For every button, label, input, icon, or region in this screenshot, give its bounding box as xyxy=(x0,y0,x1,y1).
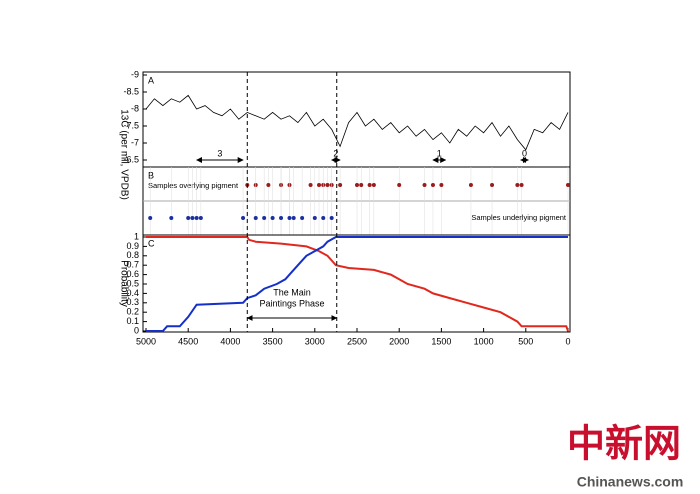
sample-dot xyxy=(329,216,334,220)
x-tick-label: 4500 xyxy=(178,336,198,346)
sample-dot xyxy=(317,183,322,187)
sample-dot xyxy=(422,183,427,187)
sample-dot xyxy=(490,183,495,187)
sample-dot xyxy=(359,183,364,187)
y-tick-label: -6.5 xyxy=(123,154,139,164)
sample-dot xyxy=(190,216,195,220)
x-tick-label: 3500 xyxy=(263,336,283,346)
sample-dot xyxy=(266,183,271,187)
sample-dot xyxy=(194,216,199,220)
sample-dot xyxy=(439,183,444,187)
phase-label: 0 xyxy=(522,148,527,158)
panel-frame xyxy=(142,71,571,168)
phase-label: 3 xyxy=(217,148,222,158)
x-tick-label: 2500 xyxy=(347,336,367,346)
y-axis-title: 13C (per mil, VPDB) xyxy=(118,109,129,200)
watermark-site: Chinanews.com xyxy=(577,474,684,490)
sample-dot xyxy=(253,216,258,220)
y-tick-label: 0.4 xyxy=(126,288,139,298)
sample-dot xyxy=(312,216,317,220)
x-tick-label: 4000 xyxy=(220,336,240,346)
y-tick-label: -8.5 xyxy=(123,86,139,96)
x-tick-label: 2000 xyxy=(389,336,409,346)
panel-label: B xyxy=(148,170,154,180)
watermark-title: 中新网 xyxy=(567,422,681,466)
probability-line xyxy=(146,236,568,332)
sample-dot xyxy=(325,183,330,187)
sample-dot xyxy=(355,183,359,187)
x-tick-label: 5000 xyxy=(136,336,156,346)
sample-dot xyxy=(338,183,343,187)
y-tick-label: -9 xyxy=(131,69,139,79)
probability-line xyxy=(146,236,569,332)
sample-dot xyxy=(186,216,191,220)
sample-dot xyxy=(169,216,174,220)
sample-dot xyxy=(308,183,313,187)
x-tick-label: 1500 xyxy=(431,336,451,346)
sample-dot xyxy=(241,216,246,220)
sample-dot xyxy=(270,216,275,220)
main-phase-label: The Main xyxy=(273,287,311,297)
sample-dot xyxy=(519,183,524,187)
legend-label: Samples overlying pigment xyxy=(148,181,239,190)
x-tick-label: 500 xyxy=(518,336,533,346)
sample-dot xyxy=(397,183,402,187)
x-tick-label: 0 xyxy=(565,336,570,346)
sample-dot xyxy=(198,216,203,220)
sample-dot xyxy=(321,216,326,220)
panel-label: C xyxy=(148,238,155,248)
sample-dot xyxy=(148,216,153,220)
y-tick-label: 0 xyxy=(134,325,139,335)
sample-dot xyxy=(566,183,570,187)
sample-dot xyxy=(287,216,292,220)
sample-dot xyxy=(430,183,435,187)
sample-dot xyxy=(371,183,376,187)
panel-frame xyxy=(142,234,571,333)
isotope-line xyxy=(145,94,569,151)
sample-dot xyxy=(291,216,296,220)
sample-dot xyxy=(300,216,305,220)
y-tick-label: 0.1 xyxy=(126,316,139,326)
phase-label: 1 xyxy=(437,148,442,158)
y-tick-label: -7.5 xyxy=(123,120,139,130)
sample-dot xyxy=(367,183,372,187)
sample-dot xyxy=(262,216,267,220)
panel-label: A xyxy=(148,75,154,85)
main-phase-label: Paintings Phase xyxy=(259,298,324,308)
y-tick-label: 0.9 xyxy=(126,241,139,251)
y-tick-label: 0.5 xyxy=(126,278,139,288)
y-axis-title: Probability xyxy=(118,260,129,307)
sample-dot xyxy=(468,183,473,187)
phase-label: 2 xyxy=(333,148,338,158)
y-tick-label: 0.6 xyxy=(126,269,139,279)
y-tick-label: 0.8 xyxy=(126,250,139,260)
sample-dot xyxy=(515,183,520,187)
y-tick-label: 0.2 xyxy=(126,307,139,317)
y-tick-label: -8 xyxy=(131,103,139,113)
legend-label: Samples underlying pigment xyxy=(471,213,567,222)
x-tick-label: 1000 xyxy=(474,336,494,346)
y-tick-label: 0.3 xyxy=(126,297,139,307)
y-tick-label: -7 xyxy=(131,137,139,147)
x-tick-label: 3000 xyxy=(305,336,325,346)
y-tick-label: 0.7 xyxy=(126,260,139,270)
sample-dot xyxy=(279,216,284,220)
y-tick-label: 1 xyxy=(134,231,139,241)
